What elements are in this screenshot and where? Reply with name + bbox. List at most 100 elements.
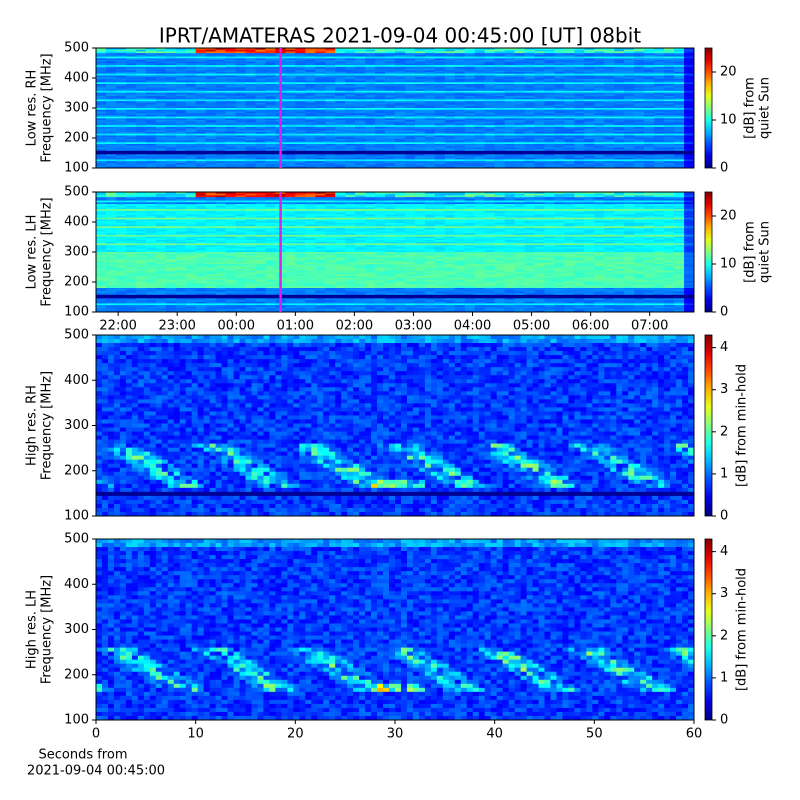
spectrogram-cell: [454, 121, 466, 124]
spectrogram-cell: [444, 106, 456, 109]
spectrogram-cell: [245, 48, 256, 51]
spectrogram-cell: [335, 97, 346, 100]
spectrogram-cell: [464, 102, 476, 106]
spectrogram-cell: [474, 209, 486, 212]
spectrogram-cell: [664, 111, 675, 114]
spectrogram-cell: [285, 61, 296, 64]
spectrogram-cell: [295, 75, 306, 78]
spectrogram-cell: [255, 58, 266, 61]
spectrogram-cell: [524, 102, 536, 106]
spectrogram-cell: [674, 96, 685, 99]
spectrogram-cell: [135, 121, 147, 124]
spectrogram-cell: [504, 149, 516, 152]
spectrogram-cell: [494, 102, 506, 106]
spectrogram-cell: [484, 73, 496, 76]
spectrogram-cell: [544, 51, 555, 54]
spectrogram-cell: [554, 142, 565, 145]
spectrogram-cell: [355, 77, 366, 80]
spectrogram-cell: [444, 58, 456, 61]
spectrogram-cell: [385, 150, 396, 154]
spectrogram-cell: [474, 202, 486, 205]
spectrogram-cell: [205, 54, 217, 58]
spectrogram-cell: [484, 204, 496, 207]
spectrogram-cell: [325, 135, 336, 138]
spectrogram-cell: [474, 156, 486, 159]
spectrogram-cell: [235, 162, 246, 166]
spectrogram-cell: [105, 166, 117, 169]
spectrogram-cell: [604, 126, 615, 130]
spectrogram-cell: [315, 157, 326, 160]
spectrogram-cell: [594, 125, 605, 128]
spectrogram-cell: [235, 144, 246, 147]
spectrogram-cell: [444, 133, 456, 136]
spectrogram-cell: [504, 159, 516, 162]
spectrogram-cell: [155, 82, 167, 85]
spectrogram-cell: [644, 193, 655, 196]
spectrogram-cell: [315, 109, 326, 112]
spectrogram-cell: [265, 205, 276, 208]
spectrogram-cell: [345, 135, 356, 138]
spectrogram-cell: [155, 128, 167, 131]
spectrogram-cell: [544, 140, 555, 143]
spectrogram-cell: [594, 156, 605, 159]
spectrogram-cell: [105, 126, 117, 130]
spectrogram-cell: [634, 152, 645, 155]
spectrogram-cell: [255, 126, 266, 130]
spectrogram-cell: [514, 82, 526, 85]
spectrogram-cell: [335, 70, 346, 73]
spectrogram-cell: [454, 113, 466, 116]
spectrogram-cell: [345, 49, 356, 52]
spectrogram-cell: [494, 113, 506, 116]
spectrogram-cell: [674, 65, 685, 68]
spectrogram-cell: [584, 132, 595, 135]
spectrogram-cell: [664, 159, 675, 162]
spectrogram-cell: [594, 142, 605, 145]
spectrogram-cell: [464, 150, 476, 154]
spectrogram-cell: [534, 147, 545, 150]
spectrogram-cell: [395, 77, 406, 80]
spectrogram-cell: [664, 166, 675, 169]
spectrogram-cell: [245, 92, 256, 95]
spectrogram-cell: [295, 126, 306, 130]
spectrogram-cell: [355, 116, 366, 119]
spectrogram-cell: [434, 101, 446, 104]
spectrogram-cell: [584, 104, 595, 107]
spectrogram-cell: [135, 63, 147, 66]
spectrogram-cell: [524, 138, 536, 142]
spectrogram-cell: [385, 60, 396, 63]
spectrogram-cell: [674, 111, 685, 114]
spectrogram-cell: [614, 106, 625, 109]
spectrogram-cell: [395, 56, 406, 59]
spectrogram-cell: [395, 140, 406, 143]
spectrogram-cell: [165, 72, 177, 75]
spectrogram-cell: [135, 161, 147, 164]
spectrogram-cell: [424, 197, 436, 200]
spectrogram-cell: [574, 96, 585, 99]
spectrogram-cell: [235, 130, 246, 133]
spectrogram-cell: [235, 207, 246, 210]
spectrogram-cell: [494, 77, 506, 80]
spectrogram-cell: [245, 195, 256, 198]
spectrogram-cell: [205, 113, 217, 116]
spectrogram-cell: [464, 94, 476, 97]
spectrogram-cell: [175, 118, 187, 121]
spectrogram-cell: [205, 84, 217, 87]
spectrogram-cell: [115, 197, 127, 200]
spectrogram-cell: [125, 195, 137, 198]
spectrogram-cell: [564, 149, 575, 152]
spectrogram-cell: [634, 150, 645, 154]
spectrogram-cell: [594, 123, 605, 126]
spectrogram-cell: [245, 150, 256, 154]
spectrogram-cell: [235, 210, 246, 214]
spectrogram-cell: [644, 114, 655, 118]
spectrogram-cell: [195, 73, 207, 76]
spectrogram-cell: [524, 114, 536, 118]
spectrogram-cell: [474, 207, 486, 210]
spectrogram-cell: [385, 96, 396, 99]
spectrogram-cell: [165, 70, 177, 73]
spectrogram-cell: [335, 104, 346, 107]
spectrogram-cell: [654, 96, 665, 99]
spectrogram-cell: [434, 130, 446, 133]
spectrogram-cell: [165, 118, 177, 121]
spectrogram-cell: [484, 63, 496, 66]
